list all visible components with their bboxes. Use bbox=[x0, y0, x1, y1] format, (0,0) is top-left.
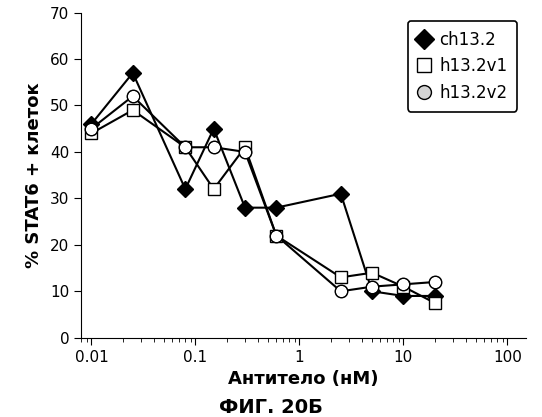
ch13.2 bbox=[369, 289, 376, 294]
h13.2v1 bbox=[88, 131, 95, 136]
h13.2v1 bbox=[130, 108, 136, 113]
h13.2v2 bbox=[369, 284, 376, 289]
h13.2v2 bbox=[338, 289, 344, 294]
h13.2v1 bbox=[400, 284, 406, 289]
Line: ch13.2: ch13.2 bbox=[86, 68, 440, 301]
Line: h13.2v2: h13.2v2 bbox=[85, 90, 441, 298]
ch13.2 bbox=[130, 70, 136, 75]
h13.2v1 bbox=[242, 145, 248, 150]
X-axis label: Антитело (нМ): Антитело (нМ) bbox=[228, 370, 379, 388]
h13.2v2 bbox=[273, 233, 280, 238]
ch13.2 bbox=[400, 294, 406, 299]
h13.2v2 bbox=[88, 126, 95, 131]
ch13.2 bbox=[431, 294, 438, 299]
ch13.2 bbox=[182, 186, 189, 191]
h13.2v2 bbox=[182, 145, 189, 150]
h13.2v1 bbox=[338, 275, 344, 280]
Text: ФИГ. 20Б: ФИГ. 20Б bbox=[219, 398, 323, 417]
h13.2v1 bbox=[210, 186, 217, 191]
ch13.2 bbox=[210, 126, 217, 131]
ch13.2 bbox=[273, 205, 280, 210]
h13.2v2 bbox=[210, 145, 217, 150]
ch13.2 bbox=[88, 121, 95, 126]
Legend: ch13.2, h13.2v1, h13.2v2: ch13.2, h13.2v1, h13.2v2 bbox=[408, 21, 518, 111]
ch13.2 bbox=[338, 191, 344, 196]
h13.2v1 bbox=[273, 233, 280, 238]
h13.2v1 bbox=[182, 145, 189, 150]
h13.2v2 bbox=[242, 149, 248, 154]
ch13.2 bbox=[242, 205, 248, 210]
h13.2v2 bbox=[130, 94, 136, 99]
Y-axis label: % STAT6 + клеток: % STAT6 + клеток bbox=[25, 82, 43, 268]
Line: h13.2v1: h13.2v1 bbox=[86, 105, 440, 309]
h13.2v2 bbox=[431, 279, 438, 284]
h13.2v1 bbox=[369, 270, 376, 275]
h13.2v2 bbox=[400, 282, 406, 287]
h13.2v1 bbox=[431, 300, 438, 305]
